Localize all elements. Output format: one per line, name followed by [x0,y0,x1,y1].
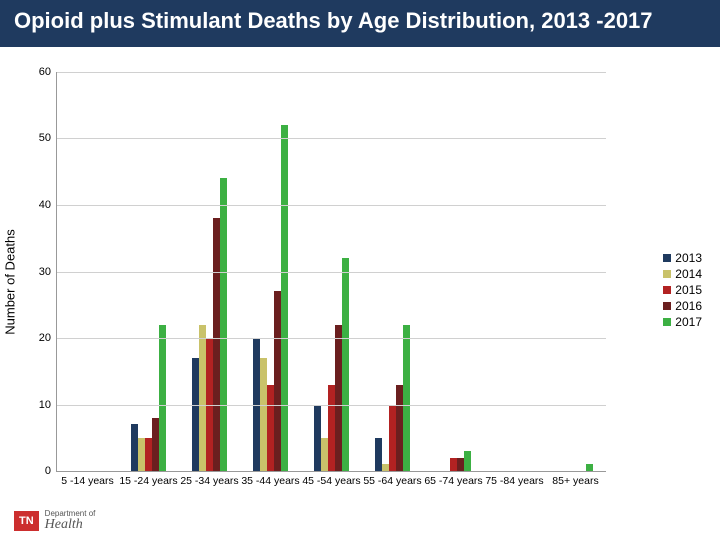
bar [342,258,349,471]
bar [220,178,227,471]
y-tick: 60 [39,66,57,78]
legend-item: 2016 [663,299,702,313]
bar [192,358,199,471]
x-tick: 25 -34 years [180,471,238,487]
bar [450,458,457,471]
legend-label: 2015 [675,283,702,297]
x-tick: 5 -14 years [61,471,114,487]
bar [199,325,206,471]
legend-swatch [663,318,671,326]
legend-swatch [663,254,671,262]
bar [328,385,335,471]
legend-item: 2013 [663,251,702,265]
bar [457,458,464,471]
y-tick: 20 [39,332,57,344]
x-tick: 65 -74 years [424,471,482,487]
y-tick: 40 [39,199,57,211]
title-bar: Opioid plus Stimulant Deaths by Age Dist… [0,0,720,47]
bar [403,325,410,471]
bar [375,438,382,471]
grid-line [57,72,606,73]
bar [321,438,328,471]
legend-label: 2017 [675,315,702,329]
bar [314,405,321,471]
bar [145,438,152,471]
legend-item: 2017 [663,315,702,329]
bar [267,385,274,471]
y-tick: 0 [45,465,57,477]
bar [260,358,267,471]
legend-item: 2015 [663,283,702,297]
bar [586,464,593,471]
grid-line [57,272,606,273]
x-tick: 35 -44 years [241,471,299,487]
grid-line [57,405,606,406]
grid-line [57,138,606,139]
legend-swatch [663,286,671,294]
bar [274,291,281,471]
bar [213,218,220,471]
plot-area: 01020304050605 -14 years15 -24 years25 -… [56,72,606,472]
bar [396,385,403,471]
bar [335,325,342,471]
x-tick: 45 -54 years [302,471,360,487]
x-tick: 55 -64 years [363,471,421,487]
legend-label: 2016 [675,299,702,313]
legend-swatch [663,270,671,278]
y-axis-label: Number of Deaths [3,229,18,335]
legend-label: 2013 [675,251,702,265]
x-tick: 85+ years [552,471,598,487]
legend-item: 2014 [663,267,702,281]
y-tick: 50 [39,132,57,144]
bar [389,405,396,471]
grid-line [57,338,606,339]
logo-health: Health [45,518,96,532]
grid-line [57,205,606,206]
footer-logo: TN Department of Health [14,510,95,532]
logo-text: Department of Health [45,510,96,532]
x-tick: 75 -84 years [485,471,543,487]
legend-swatch [663,302,671,310]
bar [281,125,288,471]
x-tick: 15 -24 years [119,471,177,487]
page-title: Opioid plus Stimulant Deaths by Age Dist… [14,8,706,34]
bar [159,325,166,471]
bar [138,438,145,471]
bar [382,464,389,471]
bar [152,418,159,471]
bar [131,424,138,471]
y-tick: 30 [39,266,57,278]
chart-area: Number of Deaths 01020304050605 -14 year… [14,72,706,492]
legend-label: 2014 [675,267,702,281]
y-tick: 10 [39,399,57,411]
bar [464,451,471,471]
legend: 2013 2014 2015 2016 2017 [663,249,702,331]
tn-badge: TN [14,511,39,531]
